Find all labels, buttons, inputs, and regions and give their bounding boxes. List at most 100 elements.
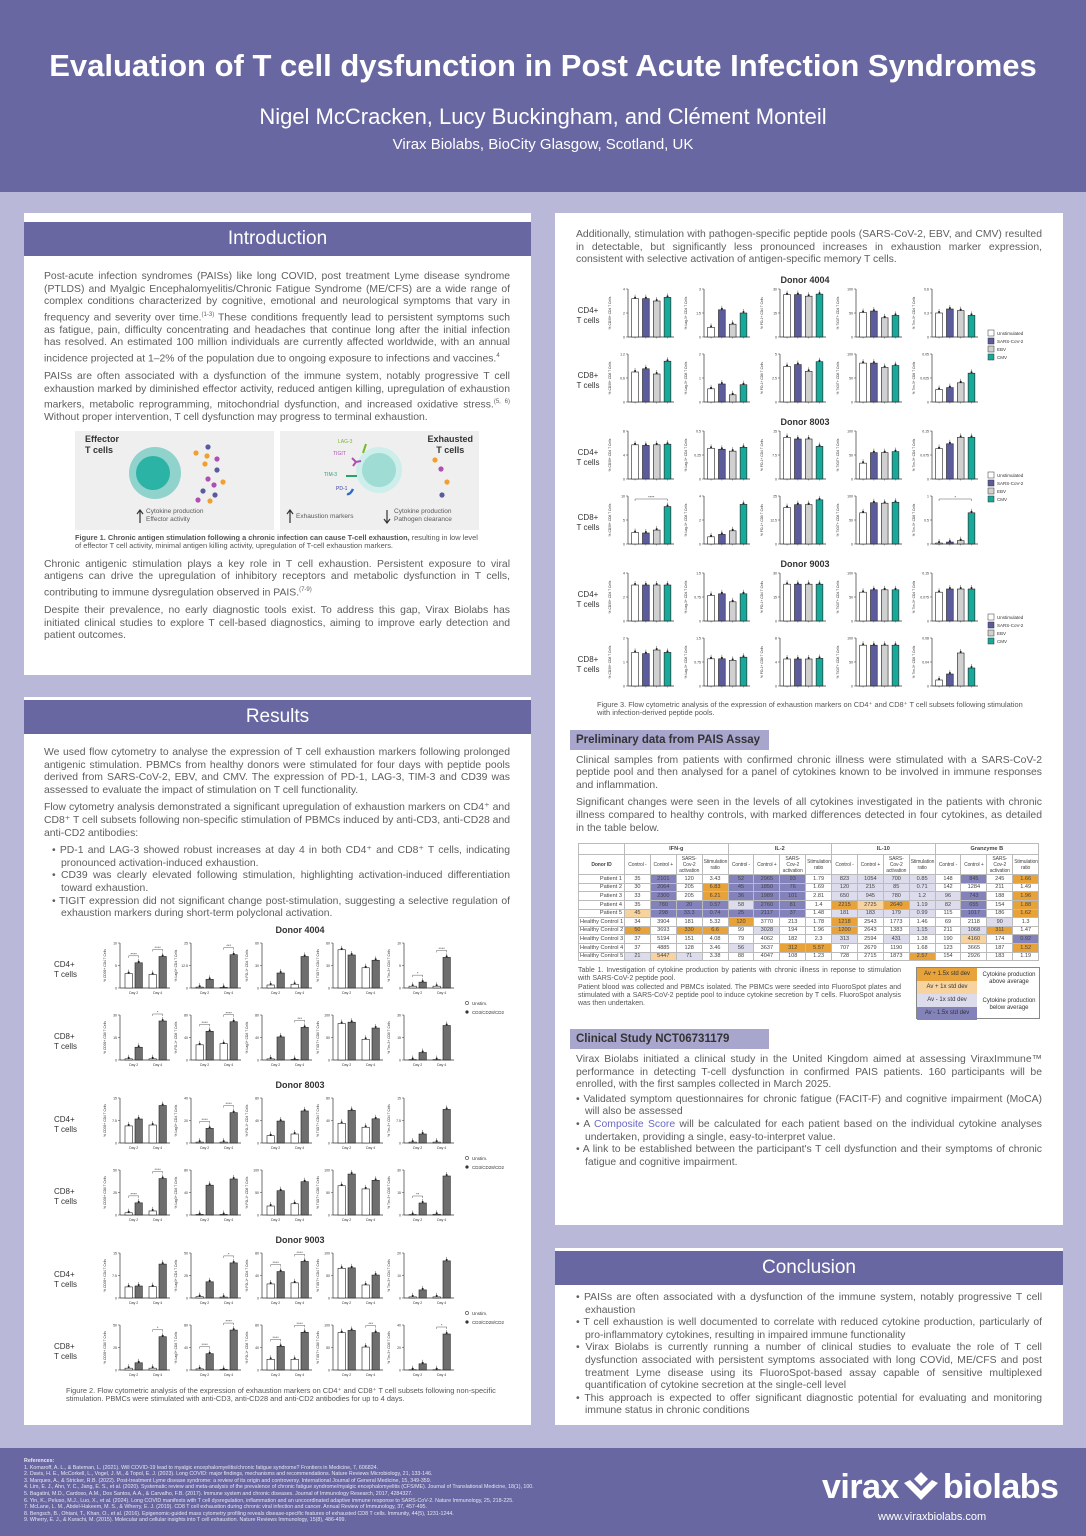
- bar: [148, 973, 157, 989]
- bar: [219, 1368, 228, 1371]
- introduction-heading: Introduction: [24, 222, 531, 256]
- y-tick-label: 2: [699, 352, 701, 356]
- bar-panel: 0 15 30 % Tim-3+ CD8 T Cells Day 2 Day 4: [387, 1013, 454, 1067]
- significance-bracket: [436, 1326, 447, 1329]
- value-cell: 5194: [649, 934, 677, 944]
- value-cell: 128: [675, 942, 703, 953]
- value-cell: 186: [986, 908, 1014, 919]
- x-tick-label: Day 4: [295, 991, 304, 995]
- significance-label: **: [416, 1191, 420, 1196]
- bar-panel: 0 0.025 0.05 % Tim-3+ CD8 T Cells: [912, 352, 978, 404]
- y-axis-label: % CD39+ CD8 T Cells: [103, 1330, 107, 1363]
- value-cell: 3904: [649, 917, 677, 927]
- value-cell: 945: [856, 891, 884, 901]
- y-tick-label: 0: [328, 1368, 330, 1372]
- significance-label: *: [157, 1325, 159, 1330]
- bar: [729, 659, 737, 687]
- row-label: T cells: [577, 665, 600, 674]
- x-tick-label: Day 2: [271, 1218, 280, 1222]
- y-tick-label: 0: [623, 477, 625, 481]
- bar: [729, 323, 737, 338]
- intro-paragraph-3: Chronic antigenic stimulation plays a ke…: [44, 558, 510, 599]
- y-tick-label: 20: [397, 1346, 401, 1350]
- bar: [739, 503, 748, 545]
- up-arrow-icon: [286, 508, 294, 523]
- y-tick-label: 0: [927, 619, 929, 623]
- x-tick-label: Day 2: [342, 1218, 351, 1222]
- results-bullets: PD-1 and LAG-3 showed robust increases a…: [44, 845, 510, 921]
- bar: [195, 1368, 204, 1371]
- bar: [631, 584, 639, 622]
- y-tick-label: 40: [184, 1191, 188, 1195]
- bar: [442, 1024, 451, 1061]
- y-axis-label: % Lag-3+ CD8 T Cells: [684, 645, 688, 678]
- bar: [794, 364, 802, 403]
- y-axis-label: % PD-1+ CD4 T Cells: [760, 439, 764, 471]
- reference-item: 7. McLane, L. M., Abdel-Hakeem, M. S., &…: [24, 1504, 427, 1511]
- value-cell: 0.99: [908, 908, 936, 919]
- composite-score-link[interactable]: Composite Score: [594, 1119, 676, 1131]
- x-tick-label: Day 2: [271, 1063, 280, 1067]
- y-tick-label: 40: [326, 1119, 330, 1123]
- y-axis-label: % TIGIT+ CD8 T Cells: [836, 503, 840, 536]
- marker-label-lag3: LAG-3: [338, 438, 353, 445]
- value-cell: 1.88: [1012, 899, 1040, 910]
- y-axis-label: % PD-1+ CD8 T Cells: [760, 646, 764, 678]
- y-axis-label: % Tim-3+ CD8 T Cells: [912, 503, 916, 536]
- value-cell: 33.3: [675, 908, 703, 919]
- y-axis-label: % PD-1+ CD4 T Cells: [245, 949, 249, 981]
- significance-label: ****: [273, 1260, 280, 1265]
- y-axis-label: % PD-1+ CD8 T Cells: [174, 1021, 178, 1053]
- bar-panel: 0 15 30 % CD39+ CD8 T Cells Day 2 Day 4 *: [103, 1009, 170, 1067]
- row-label: T cells: [54, 1042, 77, 1051]
- bar: [794, 294, 802, 338]
- reference-item: 3. Marques, A., & Stricker, R.B. (2022).…: [24, 1477, 432, 1484]
- donor-id-cell: Healthy Control 4: [578, 942, 625, 953]
- y-tick-label: 0: [328, 986, 330, 990]
- y-tick-label: 0: [699, 542, 701, 546]
- bar: [266, 1283, 275, 1299]
- y-tick-label: 0: [399, 986, 401, 990]
- table-corner: [578, 843, 625, 856]
- y-axis-label: % TIGIT+ CD4 T Cells: [316, 1259, 320, 1292]
- bar: [859, 591, 867, 622]
- y-tick-label: 100: [847, 352, 853, 356]
- table-subheader: Stimulation ratio: [908, 854, 936, 876]
- value-cell: 1.47: [1012, 925, 1040, 936]
- value-cell: 1.62: [1012, 908, 1040, 919]
- y-tick-label: 0: [399, 1368, 401, 1372]
- value-cell: 35: [624, 874, 651, 884]
- y-axis-label: % TIGIT+ CD8 T Cells: [316, 1021, 320, 1054]
- website-url[interactable]: www.viraxbiolabs.com: [878, 1511, 987, 1523]
- results-heading: Results: [24, 700, 531, 734]
- figure-3-caption: Figure 3. Flow cytometric analysis of th…: [597, 699, 1023, 718]
- bar: [337, 949, 346, 989]
- bar: [148, 1367, 157, 1371]
- value-cell: 2.81: [805, 891, 833, 901]
- results-paragraph-1: We used flow cytometry to analyse the ex…: [44, 747, 510, 796]
- down-arrow-icon: [383, 509, 391, 524]
- legend-label: CMV: [997, 497, 1007, 502]
- bar-panel: 0 12.5 25 % PD-1+ CD8 T Cells: [760, 494, 826, 546]
- value-cell: 2215: [831, 899, 858, 910]
- value-cell: 330: [675, 925, 703, 936]
- bar: [158, 1020, 167, 1061]
- y-tick-label: 50: [113, 1168, 117, 1172]
- value-cell: 21: [624, 951, 651, 962]
- y-tick-label: 0.05: [922, 352, 929, 356]
- bar: [371, 1332, 380, 1371]
- value-cell: 3665: [960, 942, 988, 953]
- y-tick-label: 30: [113, 1013, 117, 1017]
- y-tick-label: 0.025: [920, 376, 929, 380]
- bar: [870, 452, 878, 480]
- row-label: CD8+: [578, 655, 599, 664]
- intro-paragraph-2: PAISs are often associated with a dysfun…: [44, 371, 510, 411]
- bar: [195, 1296, 204, 1299]
- bar: [300, 1026, 309, 1061]
- value-cell: 183: [986, 951, 1014, 962]
- significance-bracket: [938, 498, 972, 501]
- bar-panel: 0 15 30 % Tim-3+ CD8 T Cells Day 2 Day 4 **: [387, 1168, 454, 1222]
- value-cell: 56: [727, 942, 755, 953]
- value-cell: 2715: [856, 951, 884, 962]
